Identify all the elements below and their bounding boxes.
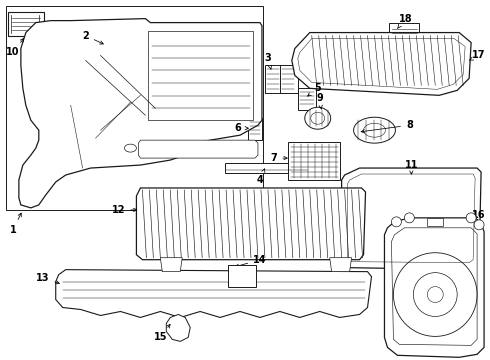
Circle shape: [392, 217, 401, 227]
Text: 6: 6: [235, 123, 248, 133]
Polygon shape: [56, 270, 371, 318]
Bar: [265, 66, 283, 93]
Text: 14: 14: [236, 255, 267, 267]
Bar: [390, 23, 419, 41]
Bar: [427, 218, 443, 226]
Circle shape: [404, 213, 415, 223]
Text: 8: 8: [361, 120, 413, 133]
Polygon shape: [138, 140, 258, 158]
Polygon shape: [19, 19, 262, 208]
Circle shape: [466, 213, 476, 223]
Circle shape: [474, 220, 484, 230]
Text: 11: 11: [405, 160, 418, 174]
Bar: [225, 163, 310, 173]
Polygon shape: [292, 32, 471, 95]
Text: 5: 5: [308, 84, 321, 96]
Text: 13: 13: [36, 273, 59, 284]
Circle shape: [92, 24, 120, 53]
Polygon shape: [342, 168, 481, 270]
Text: 16: 16: [472, 210, 486, 227]
Text: 17: 17: [469, 50, 486, 60]
Bar: [6, 6, 263, 210]
Text: 10: 10: [6, 39, 24, 58]
Circle shape: [98, 32, 113, 45]
Text: 9: 9: [317, 93, 323, 109]
Ellipse shape: [305, 107, 331, 129]
Text: 12: 12: [112, 205, 137, 215]
Text: 1: 1: [9, 213, 21, 235]
Text: 4: 4: [257, 169, 265, 185]
Bar: [280, 66, 298, 93]
Text: 15: 15: [153, 324, 170, 342]
Bar: [228, 265, 256, 287]
Polygon shape: [330, 258, 352, 272]
Bar: [248, 118, 262, 140]
Polygon shape: [136, 188, 366, 260]
FancyBboxPatch shape: [8, 12, 44, 36]
Text: 18: 18: [397, 14, 412, 28]
Ellipse shape: [354, 117, 395, 143]
Bar: [148, 31, 253, 120]
Text: 7: 7: [270, 153, 287, 163]
Text: 2: 2: [82, 31, 103, 44]
Polygon shape: [385, 218, 484, 357]
Bar: [288, 142, 340, 180]
Polygon shape: [160, 258, 182, 272]
Polygon shape: [166, 315, 190, 341]
Text: 3: 3: [265, 54, 271, 69]
Bar: [298, 88, 316, 110]
